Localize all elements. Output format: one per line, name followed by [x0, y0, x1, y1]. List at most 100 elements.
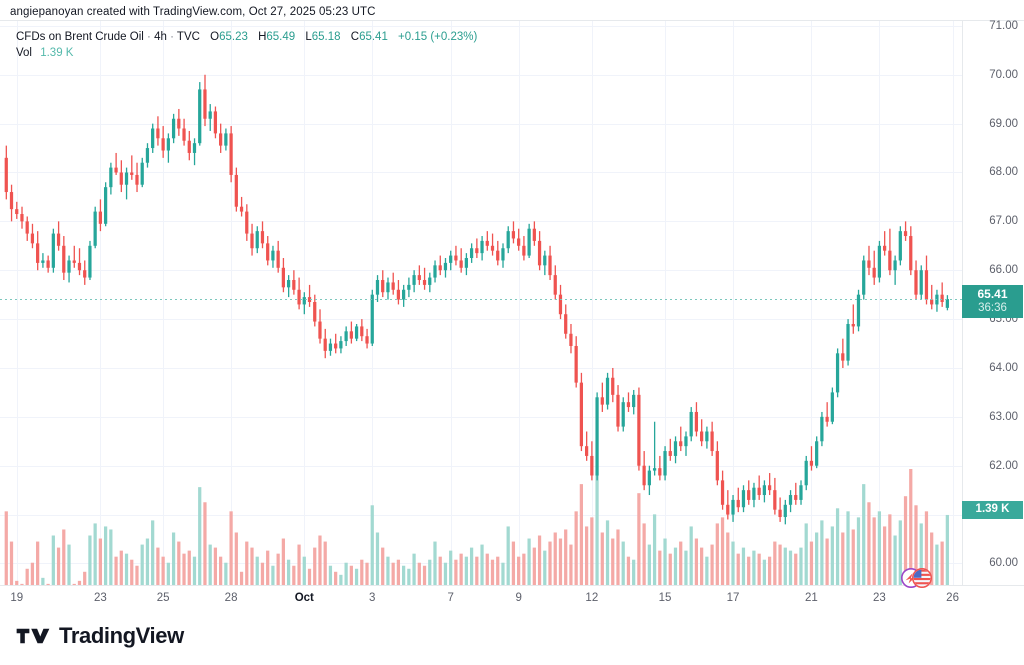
volume-bar — [517, 556, 521, 586]
volume-bar — [339, 574, 343, 586]
time-gridline — [16, 21, 18, 586]
time-tick-label: 12 — [585, 592, 599, 604]
time-gridline — [100, 21, 102, 586]
volume-bar — [88, 535, 92, 586]
candle-body — [229, 133, 233, 175]
price-gridline — [0, 514, 962, 516]
candle-body — [621, 402, 625, 427]
candle-body — [396, 289, 401, 300]
candle-body — [945, 299, 949, 308]
volume-bar — [543, 550, 547, 586]
candle-body — [407, 284, 411, 290]
volume-bar — [862, 484, 866, 586]
candle-wick — [131, 155, 133, 180]
volume-bar — [171, 532, 176, 586]
price-gridline — [0, 221, 962, 223]
price-gridline — [0, 319, 962, 321]
time-tick-label: 3 — [369, 592, 376, 604]
volume-bar — [245, 541, 249, 586]
candle-body — [480, 240, 484, 254]
candle-body — [67, 260, 71, 273]
candle-wick — [669, 438, 671, 461]
time-tick-label: 23 — [872, 592, 886, 604]
chart-plot-area[interactable] — [0, 21, 962, 586]
time-gridline — [591, 21, 593, 586]
volume-bar — [825, 538, 829, 586]
candle-body — [464, 258, 468, 268]
time-tick-label: 28 — [224, 592, 238, 604]
candle-wick — [491, 233, 494, 256]
candle-body — [830, 392, 834, 422]
candle-body — [224, 133, 228, 146]
price-tick-label: 64.00 — [989, 361, 1018, 374]
candle-body — [219, 133, 223, 146]
candle-body — [187, 140, 191, 153]
candle-body — [103, 187, 108, 224]
candle-body — [595, 397, 599, 476]
time-gridline — [231, 21, 233, 586]
volume-bar — [219, 556, 223, 586]
time-tick-label: Oct — [294, 592, 314, 604]
volume-bar — [381, 547, 385, 586]
candle-body — [365, 336, 369, 344]
volume-bar — [579, 484, 583, 586]
volume-bar — [475, 556, 479, 586]
candle-body — [234, 174, 238, 207]
candle-body — [276, 250, 280, 268]
volume-bar — [4, 511, 8, 586]
candle-body — [903, 231, 908, 237]
volume-bar — [72, 583, 76, 586]
volume-bar — [637, 493, 641, 586]
candle-body — [846, 323, 850, 361]
candle-wick — [73, 245, 75, 268]
volume-bar — [595, 475, 599, 586]
volume-bar — [109, 529, 113, 586]
candle-body — [62, 245, 66, 273]
volume-bar — [616, 529, 620, 586]
volume-bar — [135, 565, 139, 586]
volume-bar — [537, 535, 542, 586]
candle-body — [747, 490, 751, 500]
candle-body — [825, 416, 829, 422]
volume-bar — [846, 511, 850, 586]
candle-body — [255, 231, 259, 249]
candle-wick — [868, 245, 870, 276]
us-economic-event-icon[interactable] — [899, 567, 933, 594]
volume-bar — [297, 544, 301, 586]
candle-body — [637, 394, 641, 466]
volume-bar — [689, 526, 693, 586]
candle-body — [98, 211, 102, 224]
candle-wick — [779, 497, 781, 522]
volume-bar — [30, 562, 35, 586]
candle-wick — [653, 421, 656, 476]
volume-bar — [731, 541, 735, 586]
candle-body — [124, 172, 129, 185]
volume-bar — [224, 562, 228, 586]
candle-body — [736, 499, 740, 508]
candle-body — [883, 245, 887, 251]
candle-body — [877, 245, 882, 278]
volume-bar — [62, 529, 66, 586]
volume-bar — [41, 577, 45, 586]
candle-body — [673, 441, 678, 456]
candle-body — [820, 416, 824, 442]
volume-bar — [422, 565, 427, 586]
candle-body — [386, 282, 390, 293]
candle-wick — [852, 304, 854, 334]
volume-bar — [830, 526, 834, 586]
candle-body — [41, 260, 45, 263]
candle-body — [590, 455, 594, 476]
time-tick-label: 26 — [946, 592, 959, 604]
candle-body — [532, 228, 536, 241]
volume-bar — [809, 541, 814, 586]
volume-bar — [924, 511, 929, 586]
volume-bar — [914, 505, 918, 586]
volume-bar — [51, 535, 55, 586]
tradingview-logo[interactable]: TradingView — [16, 623, 184, 649]
candle-body — [616, 394, 620, 427]
price-scale[interactable]: 71.00 70.00 69.00 68.00 67.00 66.00 65.00 64.00… — [962, 20, 1024, 586]
candle-wick — [78, 248, 81, 276]
volume-bar — [788, 550, 793, 586]
time-scale[interactable]: 19 23 25 28 Oct 3 7 9 12 15 17 21 23 26 — [0, 585, 1024, 611]
candle-body — [496, 250, 500, 261]
